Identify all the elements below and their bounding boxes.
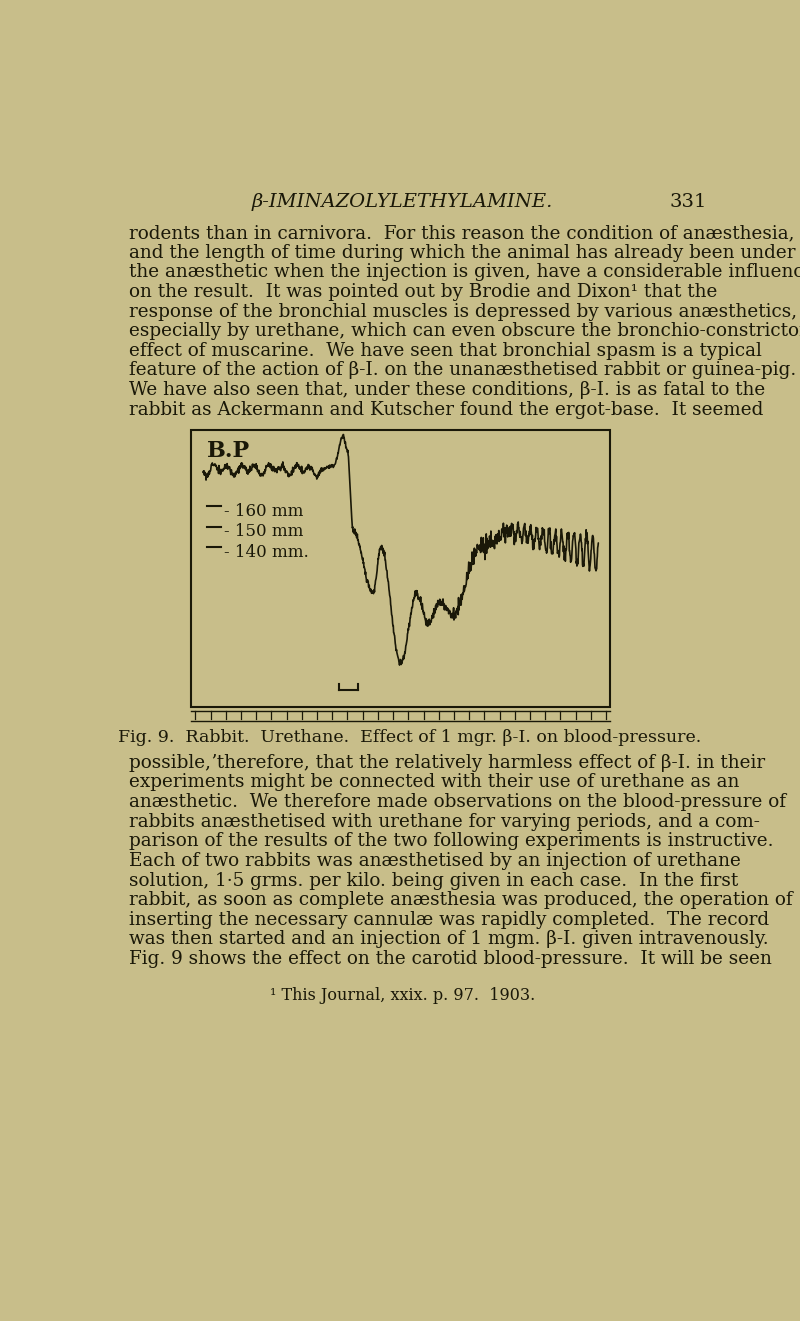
- Text: effect of muscarine.  We have seen that bronchial spasm is a typical: effect of muscarine. We have seen that b…: [130, 342, 762, 359]
- Bar: [191, 429, 610, 707]
- Text: especially by urethane, which can even obscure the bronchio-constrictor: especially by urethane, which can even o…: [130, 322, 800, 339]
- Text: the anæsthetic when the injection is given, have a considerable influence: the anæsthetic when the injection is giv…: [130, 263, 800, 281]
- Text: We have also seen that, under these conditions, β-I. is as fatal to the: We have also seen that, under these cond…: [130, 380, 766, 399]
- Text: anæsthetic.  We therefore made observations on the blood-pressure of: anæsthetic. We therefore made observatio…: [130, 793, 786, 811]
- Text: - 150 mm: - 150 mm: [224, 523, 303, 540]
- Text: possible,ʼtherefore, that the relatively harmless effect of β-I. in their: possible,ʼtherefore, that the relatively…: [130, 754, 766, 771]
- Text: rabbits anæsthetised with urethane for varying periods, and a com-: rabbits anæsthetised with urethane for v…: [130, 812, 760, 831]
- Text: Each of two rabbits was anæsthetised by an injection of urethane: Each of two rabbits was anæsthetised by …: [130, 852, 742, 871]
- Text: feature of the action of β-I. on the unanæsthetised rabbit or guinea-pig.: feature of the action of β-I. on the una…: [130, 362, 797, 379]
- Text: solution, 1·5 grms. per kilo. being given in each case.  In the first: solution, 1·5 grms. per kilo. being give…: [130, 872, 738, 889]
- Text: 331: 331: [670, 193, 707, 211]
- Text: B.P: B.P: [207, 440, 250, 462]
- Text: rabbit, as soon as complete anæsthesia was produced, the operation of: rabbit, as soon as complete anæsthesia w…: [130, 892, 793, 909]
- Text: - 140 mm.: - 140 mm.: [224, 544, 309, 561]
- Text: - 160 mm: - 160 mm: [224, 503, 303, 519]
- Text: rodents than in carnivora.  For this reason the condition of anæsthesia,: rodents than in carnivora. For this reas…: [130, 225, 795, 242]
- Text: experiments might be connected with their use of urethane as an: experiments might be connected with thei…: [130, 773, 740, 791]
- Text: Fig. 9 shows the effect on the carotid blood-pressure.  It will be seen: Fig. 9 shows the effect on the carotid b…: [130, 950, 772, 968]
- Text: on the result.  It was pointed out by Brodie and Dixon¹ that the: on the result. It was pointed out by Bro…: [130, 283, 718, 301]
- Text: β-IMINAZOLYLETHYLAMINE.: β-IMINAZOLYLETHYLAMINE.: [251, 193, 553, 211]
- Text: inserting the necessary cannulæ was rapidly completed.  The record: inserting the necessary cannulæ was rapi…: [130, 910, 770, 929]
- Text: parison of the results of the two following experiments is instructive.: parison of the results of the two follow…: [130, 832, 774, 851]
- Text: response of the bronchial muscles is depressed by various anæsthetics,: response of the bronchial muscles is dep…: [130, 303, 798, 321]
- Text: Fig. 9.  Rabbit.  Urethane.  Effect of 1 mgr. β-I. on blood-pressure.: Fig. 9. Rabbit. Urethane. Effect of 1 mg…: [118, 729, 702, 746]
- Text: rabbit as Ackermann and Kutscher found the ergot-base.  It seemed: rabbit as Ackermann and Kutscher found t…: [130, 400, 764, 419]
- Text: was then started and an injection of 1 mgm. β-I. given intravenously.: was then started and an injection of 1 m…: [130, 930, 769, 948]
- Text: ¹ This Journal, xxix. p. 97.  1903.: ¹ This Journal, xxix. p. 97. 1903.: [270, 987, 535, 1004]
- Text: and the length of time during which the animal has already been under: and the length of time during which the …: [130, 243, 796, 262]
